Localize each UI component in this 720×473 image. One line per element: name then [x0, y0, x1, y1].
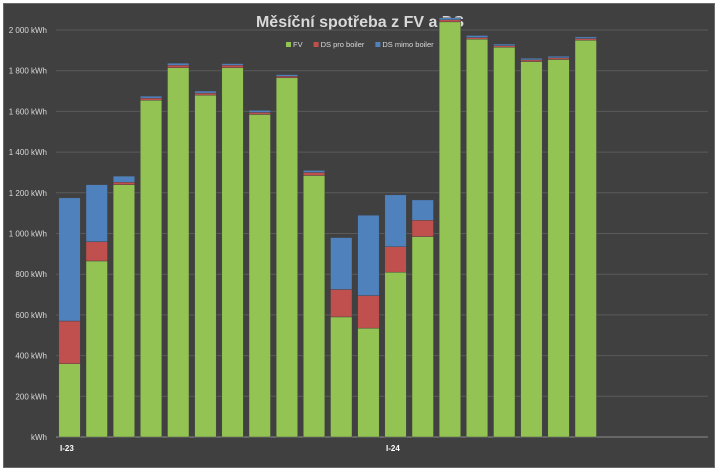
y-tick-label: 1 800 kWh — [9, 67, 47, 76]
bar-segment-fv — [248, 114, 271, 438]
bar-segment-ds-pro-boiler — [357, 295, 380, 329]
x-axis: I-23 I-24 — [60, 444, 400, 453]
bar-segment-ds-pro-boiler — [547, 57, 570, 60]
legend-swatch — [375, 42, 381, 47]
bar-segment-fv — [330, 316, 353, 438]
bar-segment-fv — [466, 38, 489, 438]
bar-segment-fv — [520, 61, 543, 438]
bar-segment-ds-mimo-boiler — [520, 58, 543, 61]
y-tick-label: 1 200 kWh — [9, 189, 47, 198]
bar-segment-fv — [167, 67, 190, 438]
bar-segment-ds-pro-boiler — [384, 246, 407, 273]
y-tick-label: 800 kWh — [15, 270, 47, 279]
bar-segment-fv — [357, 327, 380, 438]
bar-segment-ds-mimo-boiler — [574, 36, 597, 39]
bar-segment-ds-mimo-boiler — [466, 35, 489, 38]
bar-segment-ds-pro-boiler — [520, 59, 543, 62]
bar-segment-fv — [112, 184, 135, 438]
bar-segment-ds-pro-boiler — [466, 37, 489, 40]
y-tick-label: 1 400 kWh — [9, 148, 47, 157]
y-tick-label: 600 kWh — [15, 311, 47, 320]
bar-segment-ds-pro-boiler — [221, 65, 244, 68]
bar-segment-ds-mimo-boiler — [275, 74, 298, 77]
legend-swatch — [313, 42, 319, 47]
y-tick-label: kWh — [31, 433, 47, 442]
bar-segment-ds-pro-boiler — [194, 92, 217, 96]
bar-segment-fv — [384, 271, 407, 438]
bar-segment-ds-pro-boiler — [167, 65, 190, 68]
bar-segment-ds-pro-boiler — [303, 172, 326, 176]
bar-segment-ds-mimo-boiler — [85, 184, 108, 242]
y-tick-label: 1 000 kWh — [9, 230, 47, 239]
bar-segment-ds-mimo-boiler — [303, 170, 326, 173]
bars — [58, 17, 597, 438]
bar-segment-fv — [547, 59, 570, 438]
bar-segment-fv — [58, 363, 81, 438]
legend: FV DS pro boiler DS mimo boiler — [286, 40, 434, 49]
legend-label: DS pro boiler — [321, 40, 365, 49]
y-tick-label: 200 kWh — [15, 392, 47, 401]
bar-segment-ds-pro-boiler — [275, 75, 298, 79]
bar-segment-ds-mimo-boiler — [194, 90, 217, 94]
y-tick-label: 1 600 kWh — [9, 107, 47, 116]
bar-segment-ds-pro-boiler — [85, 241, 108, 262]
chart-title: Měsíční spotřeba z FV a DS — [256, 14, 464, 31]
gridlines — [56, 29, 708, 438]
bar-segment-ds-mimo-boiler — [140, 95, 163, 99]
bar-segment-ds-pro-boiler — [411, 220, 434, 237]
bar-segment-ds-mimo-boiler — [167, 62, 190, 66]
bar-segment-fv — [574, 39, 597, 438]
bar-segment-ds-pro-boiler — [438, 19, 461, 23]
bar-segment-fv — [411, 236, 434, 438]
y-axis: kWh 200 kWh 400 kWh 600 kWh 800 kWh 1 000 kWh… — [9, 26, 47, 442]
bar-segment-ds-pro-boiler — [58, 320, 81, 364]
x-tick-label: I-24 — [386, 444, 400, 453]
legend-label: DS mimo boiler — [382, 40, 434, 49]
y-tick-label: 2 000 kWh — [9, 26, 47, 35]
y-tick-label: 400 kWh — [15, 352, 47, 361]
bar-segment-fv — [194, 94, 217, 438]
bar-segment-ds-mimo-boiler — [438, 17, 461, 21]
bar-segment-ds-mimo-boiler — [330, 237, 353, 290]
bar-segment-fv — [303, 175, 326, 438]
bar-segment-fv — [493, 47, 516, 438]
bar-segment-ds-mimo-boiler — [112, 175, 135, 183]
bar-segment-ds-mimo-boiler — [58, 197, 81, 322]
bar-segment-ds-pro-boiler — [574, 38, 597, 41]
bar-segment-ds-pro-boiler — [493, 45, 516, 48]
bar-segment-fv — [221, 67, 244, 438]
bar-segment-ds-mimo-boiler — [357, 214, 380, 296]
bar-segment-ds-mimo-boiler — [411, 199, 434, 221]
bar-segment-ds-mimo-boiler — [493, 43, 516, 46]
bar-segment-fv — [140, 100, 163, 438]
bar-segment-fv — [85, 260, 108, 438]
bar-segment-ds-mimo-boiler — [384, 194, 407, 247]
legend-label: FV — [293, 40, 303, 49]
x-tick-label: I-23 — [60, 444, 74, 453]
bar-segment-ds-pro-boiler — [140, 97, 163, 101]
bar-segment-ds-mimo-boiler — [547, 56, 570, 59]
bar-segment-ds-pro-boiler — [248, 112, 271, 115]
bar-segment-ds-pro-boiler — [112, 182, 135, 185]
bar-segment-ds-pro-boiler — [330, 289, 353, 318]
bar-segment-ds-mimo-boiler — [248, 110, 271, 113]
bar-segment-fv — [438, 21, 461, 438]
bar-segment-ds-mimo-boiler — [221, 63, 244, 66]
bar-segment-fv — [275, 77, 298, 438]
legend-swatch — [286, 42, 291, 47]
